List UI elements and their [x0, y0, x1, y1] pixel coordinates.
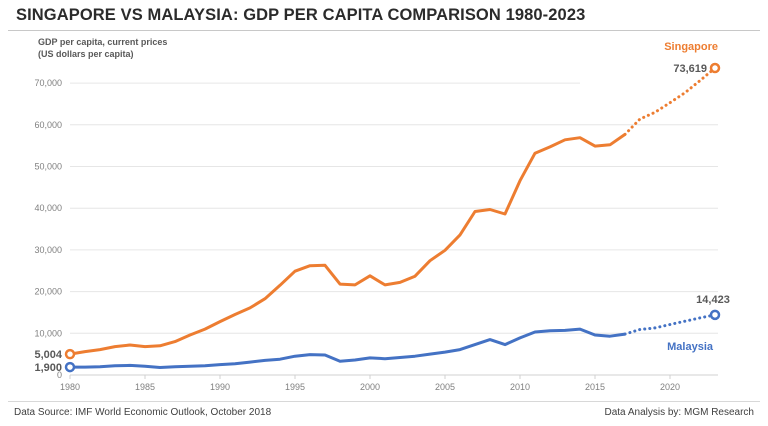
singapore-end-marker [709, 62, 721, 74]
singapore-start-marker [64, 348, 76, 360]
x-tick-label: 1985 [135, 382, 155, 392]
data-credit: Data Analysis by: MGM Research [604, 407, 755, 418]
chart-title: SINGAPORE VS MALAYSIA: GDP PER CAPITA CO… [16, 6, 586, 24]
data-source: Data Source: IMF World Economic Outlook,… [14, 407, 272, 418]
y-tick-label: 20,000 [34, 287, 62, 297]
x-tick-label: 2015 [585, 382, 605, 392]
x-tick-label: 2000 [360, 382, 380, 392]
malaysia-line-projection [623, 313, 717, 336]
malaysia-start-label: 1,900 [34, 362, 62, 374]
y-axis-ticks: 0 10,000 20,000 30,000 40,000 50,000 60,000 70,… [34, 78, 62, 380]
y-tick-label: 30,000 [34, 245, 62, 255]
singapore-start-label: 5,004 [34, 349, 62, 361]
malaysia-end-marker [709, 309, 721, 321]
malaysia-line-actual [70, 327, 626, 369]
x-tick-label: 1980 [60, 382, 80, 392]
x-tick-label: 1990 [210, 382, 230, 392]
y-axis-label-line-2: (US dollars per capita) [38, 49, 134, 59]
singapore-end-label: 73,619 [673, 63, 707, 75]
y-tick-label: 50,000 [34, 162, 62, 172]
series-labels: 5,004 73,619 Singapore 1,900 14,423 Malaysia [34, 41, 729, 374]
x-tick-label: 2010 [510, 382, 530, 392]
y-axis-label-line-1: GDP per capita, current prices [38, 37, 167, 47]
malaysia-end-label: 14,423 [696, 294, 730, 306]
x-axis-ticks: 1980 1985 1990 1995 2000 2005 2010 2015 2020 [60, 375, 680, 392]
singapore-line-actual [69, 133, 626, 356]
series-lines [69, 66, 717, 369]
y-tick-label: 70,000 [34, 78, 62, 88]
title-divider [8, 30, 760, 31]
y-tick-label: 10,000 [34, 328, 62, 338]
gridlines [70, 82, 718, 376]
footer-divider [8, 401, 760, 402]
malaysia-start-marker [64, 361, 76, 373]
singapore-legend-label: Singapore [664, 41, 718, 53]
y-tick-label: 40,000 [34, 203, 62, 213]
malaysia-legend-label: Malaysia [667, 341, 714, 353]
x-tick-label: 2005 [435, 382, 455, 392]
singapore-line-projection [623, 66, 717, 136]
x-tick-label: 2020 [660, 382, 680, 392]
y-tick-label: 60,000 [34, 120, 62, 130]
y-tick-label: 0 [57, 370, 62, 380]
x-tick-label: 1995 [285, 382, 305, 392]
